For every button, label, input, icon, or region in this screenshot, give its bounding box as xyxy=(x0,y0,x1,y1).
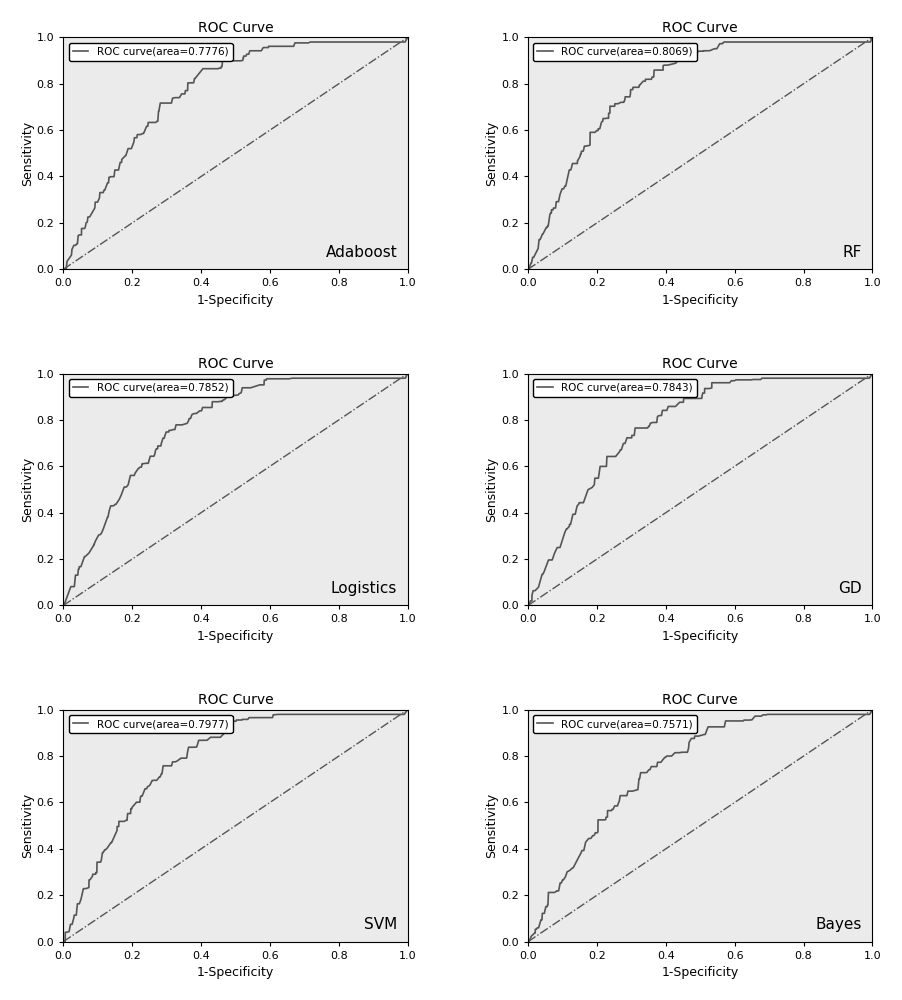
Legend: ROC curve(area=0.8069): ROC curve(area=0.8069) xyxy=(533,43,697,61)
Text: Adaboost: Adaboost xyxy=(326,245,397,260)
Line: ROC curve(area=0.7852): ROC curve(area=0.7852) xyxy=(63,374,408,605)
ROC curve(area=0.7776) xyxy=(58,263,69,275)
ROC curve(area=0.8069) xyxy=(849,36,860,48)
ROC curve(area=0.7571) xyxy=(522,936,533,948)
ROC curve(area=0.7776) xyxy=(402,31,413,43)
ROC curve(area=0.7843) xyxy=(867,368,878,380)
ROC curve(area=0.7776) xyxy=(382,36,392,48)
ROC curve(area=0.7852) xyxy=(58,599,69,611)
Text: RF: RF xyxy=(842,245,862,260)
Legend: ROC curve(area=0.7776): ROC curve(area=0.7776) xyxy=(69,43,233,61)
ROC curve(area=0.7852) xyxy=(168,424,179,436)
ROC curve(area=0.7852) xyxy=(379,372,390,384)
Text: Bayes: Bayes xyxy=(815,917,862,932)
X-axis label: 1-Specificity: 1-Specificity xyxy=(661,630,739,643)
ROC curve(area=0.7977) xyxy=(336,708,347,720)
ROC curve(area=0.7843) xyxy=(816,372,827,384)
Legend: ROC curve(area=0.7852): ROC curve(area=0.7852) xyxy=(69,379,233,397)
Text: GD: GD xyxy=(838,581,862,596)
Line: ROC curve(area=0.7843): ROC curve(area=0.7843) xyxy=(528,374,872,605)
Text: Logistics: Logistics xyxy=(331,581,397,596)
Legend: ROC curve(area=0.7843): ROC curve(area=0.7843) xyxy=(533,379,697,397)
ROC curve(area=0.7776) xyxy=(336,36,347,48)
ROC curve(area=0.7571) xyxy=(842,708,852,720)
Text: SVM: SVM xyxy=(364,917,397,932)
Legend: ROC curve(area=0.7977): ROC curve(area=0.7977) xyxy=(69,715,233,733)
ROC curve(area=0.7843) xyxy=(845,372,856,384)
ROC curve(area=0.7571) xyxy=(791,708,802,720)
ROC curve(area=0.7977) xyxy=(58,936,69,948)
ROC curve(area=0.8069) xyxy=(850,36,861,48)
X-axis label: 1-Specificity: 1-Specificity xyxy=(197,630,274,643)
Y-axis label: Sensitivity: Sensitivity xyxy=(485,457,499,522)
ROC curve(area=0.7977) xyxy=(162,760,173,772)
ROC curve(area=0.8069) xyxy=(604,100,615,112)
Y-axis label: Sensitivity: Sensitivity xyxy=(21,457,34,522)
ROC curve(area=0.7843) xyxy=(853,372,864,384)
ROC curve(area=0.7977) xyxy=(382,708,393,720)
ROC curve(area=0.8069) xyxy=(867,31,878,43)
Title: ROC Curve: ROC Curve xyxy=(198,21,273,35)
X-axis label: 1-Specificity: 1-Specificity xyxy=(661,966,739,979)
X-axis label: 1-Specificity: 1-Specificity xyxy=(197,294,274,307)
ROC curve(area=0.7571) xyxy=(867,704,878,716)
ROC curve(area=0.7776) xyxy=(371,36,382,48)
ROC curve(area=0.7843) xyxy=(522,599,533,611)
Line: ROC curve(area=0.8069): ROC curve(area=0.8069) xyxy=(528,37,872,269)
ROC curve(area=0.7843) xyxy=(775,372,786,384)
ROC curve(area=0.7852) xyxy=(367,372,378,384)
ROC curve(area=0.8069) xyxy=(759,36,770,48)
Line: ROC curve(area=0.7977): ROC curve(area=0.7977) xyxy=(63,710,408,942)
ROC curve(area=0.7571) xyxy=(756,710,767,722)
ROC curve(area=0.7776) xyxy=(383,36,394,48)
ROC curve(area=0.7977) xyxy=(298,708,308,720)
ROC curve(area=0.7852) xyxy=(309,372,320,384)
ROC curve(area=0.7843) xyxy=(645,417,656,429)
ROC curve(area=0.8069) xyxy=(803,36,814,48)
ROC curve(area=0.8069) xyxy=(838,36,849,48)
Line: ROC curve(area=0.7571): ROC curve(area=0.7571) xyxy=(528,710,872,942)
X-axis label: 1-Specificity: 1-Specificity xyxy=(661,294,739,307)
Legend: ROC curve(area=0.7571): ROC curve(area=0.7571) xyxy=(533,715,697,733)
Title: ROC Curve: ROC Curve xyxy=(662,21,738,35)
X-axis label: 1-Specificity: 1-Specificity xyxy=(197,966,274,979)
Title: ROC Curve: ROC Curve xyxy=(662,357,738,371)
ROC curve(area=0.7776) xyxy=(165,97,176,109)
ROC curve(area=0.7571) xyxy=(837,708,848,720)
ROC curve(area=0.7776) xyxy=(298,37,308,49)
ROC curve(area=0.7571) xyxy=(844,708,855,720)
Line: ROC curve(area=0.7776): ROC curve(area=0.7776) xyxy=(63,37,408,269)
Title: ROC Curve: ROC Curve xyxy=(198,357,273,371)
Y-axis label: Sensitivity: Sensitivity xyxy=(21,121,34,186)
ROC curve(area=0.8069) xyxy=(522,263,533,275)
ROC curve(area=0.7852) xyxy=(376,372,387,384)
Y-axis label: Sensitivity: Sensitivity xyxy=(21,793,34,858)
Title: ROC Curve: ROC Curve xyxy=(662,693,738,707)
Title: ROC Curve: ROC Curve xyxy=(198,693,273,707)
ROC curve(area=0.7852) xyxy=(339,372,350,384)
ROC curve(area=0.7843) xyxy=(852,372,863,384)
ROC curve(area=0.7571) xyxy=(627,785,638,797)
Y-axis label: Sensitivity: Sensitivity xyxy=(485,793,499,858)
ROC curve(area=0.7852) xyxy=(402,368,413,380)
ROC curve(area=0.7977) xyxy=(373,708,383,720)
ROC curve(area=0.7977) xyxy=(402,704,413,716)
ROC curve(area=0.7977) xyxy=(382,708,392,720)
Y-axis label: Sensitivity: Sensitivity xyxy=(485,121,499,186)
